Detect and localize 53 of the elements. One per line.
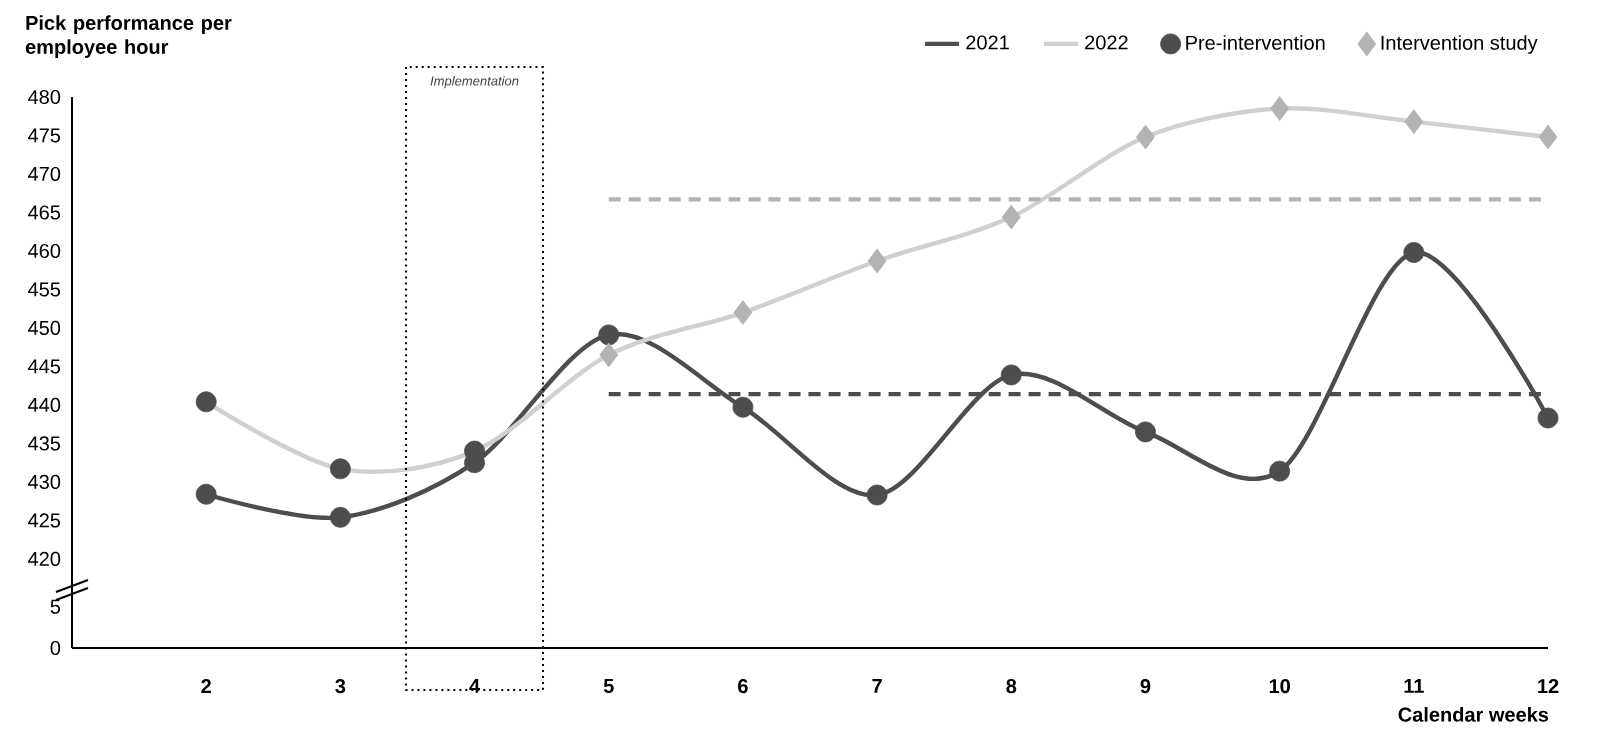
y-tick-label: 460	[28, 243, 61, 259]
point	[732, 396, 754, 418]
x-tick-label: 6	[738, 679, 748, 694]
x-tick-label: 10	[1269, 679, 1290, 694]
y-tick-label: 450	[28, 320, 61, 336]
legend-label: Intervention study	[1381, 35, 1538, 54]
x-tick-label: 11	[1404, 679, 1424, 693]
point	[195, 483, 217, 505]
y-tick-label: 430	[28, 474, 61, 489]
point	[866, 484, 888, 506]
point	[1001, 204, 1021, 230]
y-tick-label: 455	[28, 282, 61, 297]
point	[1270, 96, 1290, 121]
y-tick-label: 470	[28, 166, 61, 182]
x-tick-label: 7	[872, 679, 882, 693]
point	[1404, 109, 1424, 135]
point	[195, 391, 217, 413]
y-tick-label: 475	[28, 128, 61, 143]
legend-label: 2021	[966, 35, 1009, 50]
legend-label: Pre-intervention	[1186, 35, 1325, 50]
y-axis-title: Pick performance per employee hour	[25, 15, 232, 58]
point	[1000, 364, 1022, 386]
y-tick-label: 445	[28, 359, 61, 374]
point	[1136, 124, 1155, 150]
point	[598, 324, 620, 346]
point	[1403, 242, 1425, 263]
y-tick-label: 5	[50, 599, 61, 614]
y-tick-label: 0	[50, 640, 61, 656]
y-tick-label: 440	[28, 397, 61, 413]
point	[1538, 124, 1558, 150]
y-tick-label: 465	[28, 205, 61, 220]
y-tick-label: 480	[28, 89, 61, 105]
x-tick-label: 5	[603, 679, 614, 694]
y-tick-label: 425	[28, 513, 61, 528]
x-tick-label: 9	[1140, 679, 1151, 694]
point	[1537, 407, 1559, 429]
text: Implementation	[430, 76, 519, 89]
x-tick-label: 4	[469, 679, 481, 693]
point	[1269, 460, 1291, 482]
x-axis-title: Calendar weeks	[1398, 707, 1549, 722]
point	[733, 300, 753, 325]
x-tick-label: 8	[1006, 679, 1017, 694]
x-tick-label: 3	[335, 679, 346, 694]
y-tick-label: 420	[28, 551, 61, 566]
x-tick-label: 12	[1538, 679, 1559, 694]
legend-label: 2022	[1085, 35, 1128, 50]
point	[867, 248, 887, 274]
point	[1135, 421, 1156, 443]
point	[599, 342, 619, 368]
y-tick-label: 435	[28, 436, 61, 451]
point	[329, 458, 351, 480]
point	[329, 506, 351, 528]
x-tick-label: 2	[201, 679, 211, 694]
